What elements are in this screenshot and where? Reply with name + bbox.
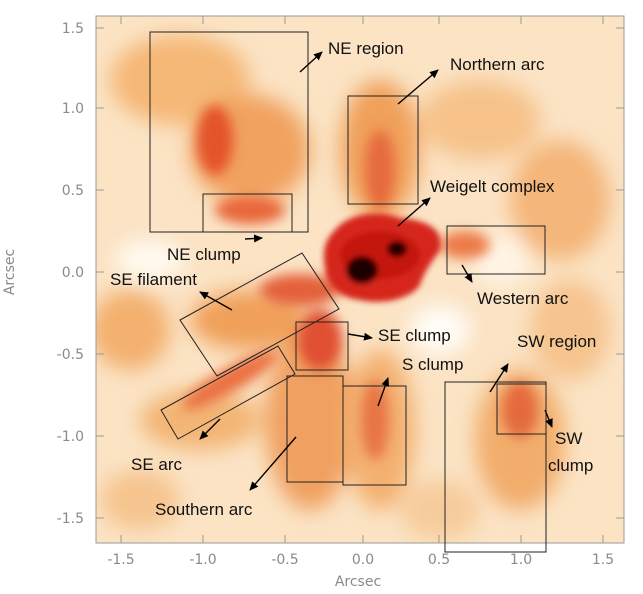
western-arc-box [446,225,546,275]
y-tick-label: 0.5 [62,183,84,199]
arrow-northern-arc [397,69,439,105]
arrow-weigelt-complex [397,197,431,227]
emission-map [96,16,624,543]
arrow-ne-clump [244,234,263,243]
arrow-ne-region [299,51,323,73]
arrow-se-arc [199,418,221,440]
y-tick-label: 1.0 [62,101,84,117]
label-sw-clump-line2: clump [548,456,593,475]
arrow-southern-arc [249,436,297,491]
arrow-western-arc [461,264,473,283]
arrow-se-clump [347,332,373,341]
arrow-sw-region [489,363,509,393]
label-sw-clump-line1: SW [555,429,582,448]
x-tick-label: -0.5 [271,552,298,568]
label-southern-arc: Southern arc [155,500,253,519]
x-tick-label: 1.0 [510,552,532,568]
se-filament-box [179,252,340,377]
bright-emission [181,105,538,460]
s-clump-box [342,385,407,486]
se-arc-box [160,345,296,440]
x-tick-label: 0.5 [428,552,450,568]
x-tick-label: 1.5 [592,552,614,568]
y-tick-label: -1.0 [57,429,84,445]
core-emission [323,213,441,302]
label-northern-arc: Northern arc [450,55,545,74]
arrow-se-filament [199,291,233,311]
plot-frame [95,15,625,544]
sw-region-box [444,381,547,553]
label-se-clump: SE clump [378,326,451,345]
y-tick-labels: 1.5 1.0 0.5 0.0 -0.5 -1.0 -1.5 [57,21,84,527]
x-tick-label: -1.0 [189,552,216,568]
region-boxes [149,31,547,553]
sw-clump-box [496,383,547,435]
label-sw-region: SW region [517,332,596,351]
tick-marks [96,16,624,543]
y-tick-label: -1.5 [57,511,84,527]
arrow-s-clump [377,377,390,407]
arrow-sw-clump [544,409,553,428]
y-tick-label: 1.5 [62,21,84,37]
label-s-clump: S clump [402,355,463,374]
x-axis-label: Arcsec [335,574,381,590]
region-labels: NE region Northern arc Weigelt complex N… [110,39,596,519]
x-tick-label: -1.5 [107,552,134,568]
y-tick-label: -0.5 [57,347,84,363]
y-axis-label: Arcsec [2,249,18,295]
x-tick-labels: -1.5 -1.0 -0.5 0.0 0.5 1.0 1.5 [107,552,614,568]
label-arrows [199,51,553,491]
label-ne-region: NE region [328,39,404,58]
y-tick-label: 0.0 [62,265,84,281]
label-se-arc: SE arc [131,455,183,474]
label-weigelt-complex: Weigelt complex [430,177,555,196]
northern-arc-box [347,95,419,205]
label-ne-clump: NE clump [167,245,241,264]
ne-clump-box [202,193,293,233]
se-clump-box [295,321,349,371]
label-se-filament: SE filament [110,270,197,289]
x-tick-label: 0.0 [352,552,374,568]
label-western-arc: Western arc [477,289,569,308]
